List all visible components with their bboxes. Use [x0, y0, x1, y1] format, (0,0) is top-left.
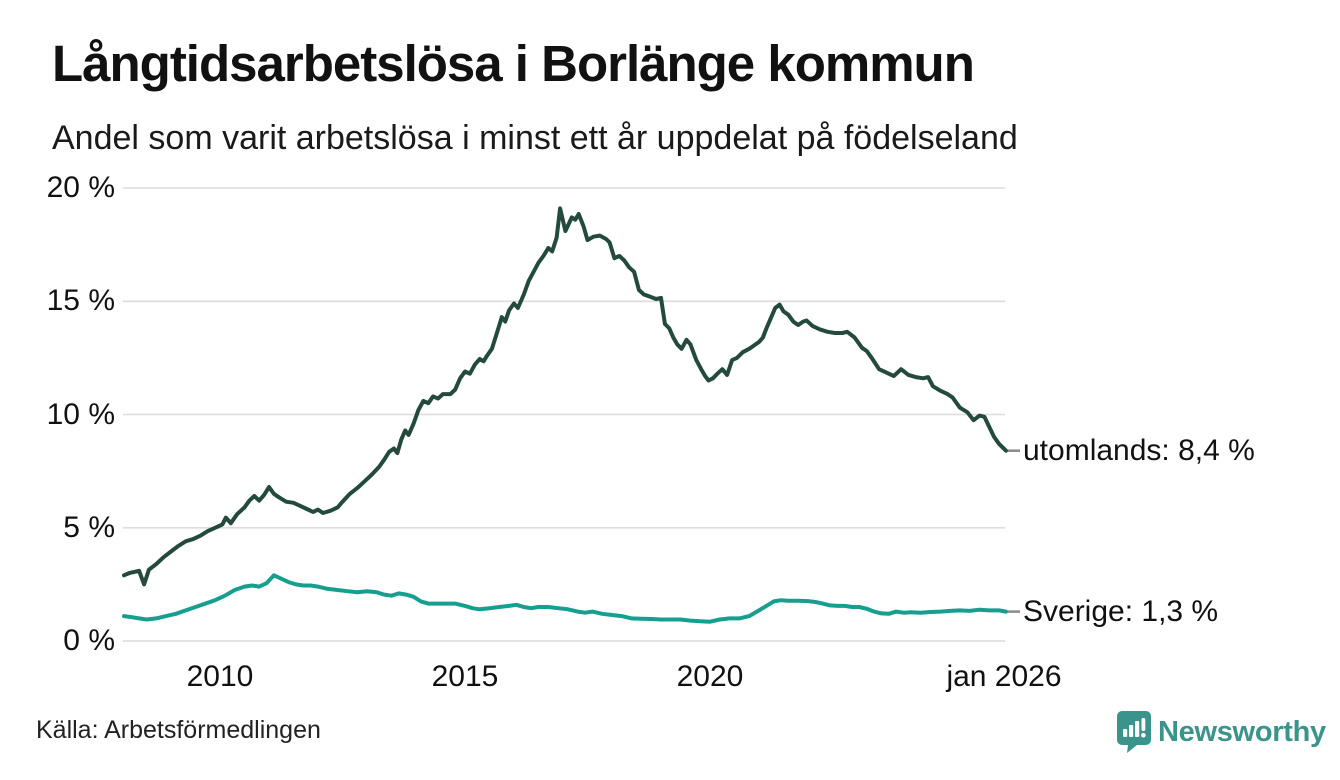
series-label-utomlands: utomlands: 8,4 %: [1023, 433, 1255, 467]
newsworthy-logo: Newsworthy: [1117, 710, 1326, 754]
series-label-sverige: Sverige: 1,3 %: [1023, 594, 1219, 628]
series-lines: [122, 206, 1008, 624]
y-axis-tick-label: 5 %: [63, 510, 115, 544]
source-note: Källa: Arbetsförmedlingen: [36, 716, 321, 744]
y-axis-tick-label: 15 %: [46, 284, 115, 318]
y-axis-tick-label: 10 %: [46, 397, 115, 431]
x-axis-tick-label: 2015: [431, 660, 499, 693]
newsworthy-wordmark: Newsworthy: [1158, 715, 1326, 748]
chart-subtitle: Andel som varit arbetslösa i minst ett å…: [52, 119, 1018, 157]
gridlines: [123, 187, 1005, 642]
series-line-sverige: [122, 573, 1008, 624]
series-line-utomlands: [122, 206, 1008, 587]
label-leader-dashes: [1008, 449, 1020, 613]
x-axis-tick-label: 2020: [676, 660, 744, 693]
y-axis-tick-label: 0 %: [63, 624, 115, 657]
y-axis-tick-label: 20 %: [46, 171, 115, 204]
newsworthy-pin-icon: [1117, 711, 1151, 753]
page-title: Långtidsarbetslösa i Borlänge kommun: [52, 35, 975, 92]
x-axis-tick-label: 2010: [186, 660, 254, 693]
x-axis-tick-label: jan 2026: [946, 660, 1062, 693]
